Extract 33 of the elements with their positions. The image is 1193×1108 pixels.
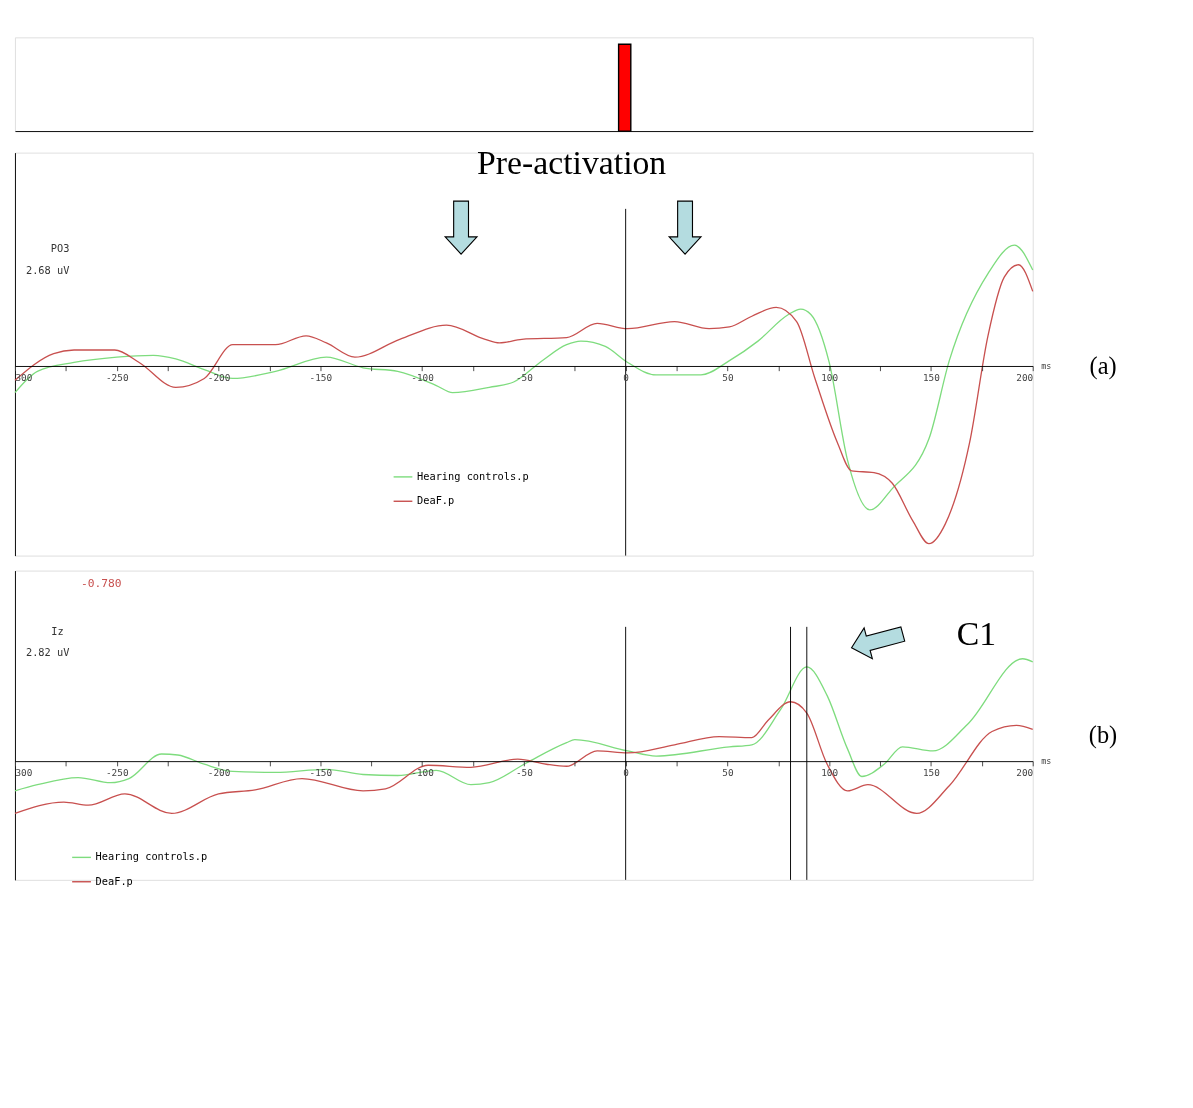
x-tick-label: 50 <box>722 766 734 778</box>
x-tick-label: 50 <box>722 371 734 383</box>
x-tick-label: -250 <box>105 766 129 778</box>
x-tick-label: 0 <box>623 371 630 383</box>
x-tick-label: -100 <box>411 371 435 383</box>
text: C1 <box>956 614 997 652</box>
x-tick-label: 200 <box>1016 371 1034 383</box>
x-tick-label: -250 <box>105 371 129 383</box>
legend-label: DeaF.p <box>95 874 133 887</box>
x-tick-label: 300 <box>15 766 33 778</box>
x-tick-label: 150 <box>922 766 941 778</box>
x-tick-label: -200 <box>207 371 231 383</box>
x-tick-label: -150 <box>309 371 333 383</box>
x-axis-title: ms <box>1041 361 1052 372</box>
legend-label: Hearing controls.p <box>95 850 208 863</box>
x-tick-label: -200 <box>207 766 231 778</box>
text: Iz <box>51 625 64 638</box>
x-tick-label: -150 <box>309 766 333 778</box>
annotation: PO3 <box>50 241 70 254</box>
x-tick-label: 200 <box>1016 766 1034 778</box>
text: 2.82 uV <box>25 645 70 658</box>
text: (a) <box>1089 351 1117 380</box>
legend-label: Hearing controls.p <box>417 469 529 482</box>
x-tick-label: 100 <box>821 371 839 383</box>
text: -0.780 <box>80 577 122 591</box>
x-tick-label: 150 <box>922 371 941 383</box>
annotation: 2.68 uV <box>25 263 70 276</box>
x-tick-label: 0 <box>623 766 630 778</box>
text: (b) <box>1088 721 1118 750</box>
x-axis-title: ms <box>1041 756 1052 767</box>
x-tick-label: -50 <box>515 766 534 778</box>
text: Pre-activation <box>477 144 667 182</box>
legend-label: DeaF.p <box>417 494 455 507</box>
